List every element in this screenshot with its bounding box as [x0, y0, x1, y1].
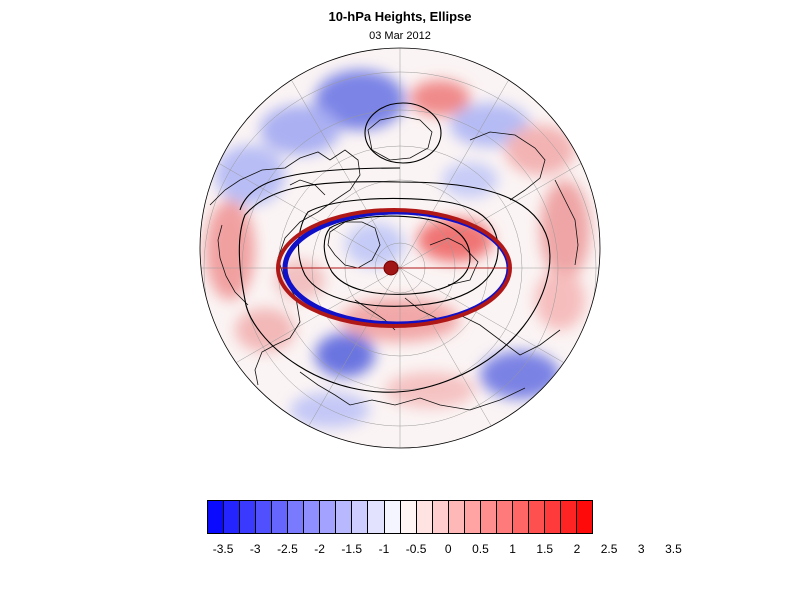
- colorbar-cell: [288, 501, 305, 533]
- colorbar-tick-label: -2: [314, 542, 325, 556]
- map-date: 03 Mar 2012: [369, 30, 431, 42]
- colorbar-cell: [256, 501, 273, 533]
- colorbar-tick-label: 3.5: [665, 542, 682, 556]
- ellipse-center-marker: [383, 260, 399, 276]
- colorbar-cell: [544, 501, 562, 533]
- colorbar-cell: [432, 501, 449, 533]
- colorbar-tick-label: -0.5: [405, 542, 427, 556]
- colorbar-tick-label: 1: [509, 542, 516, 556]
- colorbar-tick-label: 2.5: [600, 542, 618, 556]
- colorbar-cell: [304, 501, 321, 533]
- colorbar-cell: [528, 501, 545, 533]
- colorbar-cell: [416, 501, 433, 533]
- map-title: 10-hPa Heights, Ellipse: [328, 9, 472, 24]
- colorbar-cell: [272, 501, 289, 533]
- colorbar-tick-label: -1: [378, 542, 390, 556]
- colorbar-tick-label: 2: [573, 542, 581, 556]
- colorbar-tick-label: 1.5: [536, 542, 554, 556]
- colorbar-tick-label: 0: [444, 542, 452, 556]
- colorbar-cell: [336, 501, 353, 533]
- colorbar-cell: [448, 501, 465, 533]
- colorbar-cell: [464, 501, 481, 533]
- colorbar-tick-label: -3: [249, 542, 261, 556]
- colorbar-cell: [400, 501, 417, 533]
- colorbar-cell: [240, 501, 257, 533]
- colorbar-cell: [496, 501, 513, 533]
- colorbar-labels: -3.5 -3 -2.5 -2 -1.5 -1 -0.5 0 0.5 1 1.5 2 2.5 3 3.5: [0, 542, 800, 562]
- colorbar-cell: [208, 501, 225, 533]
- colorbar-cell: [561, 501, 578, 533]
- globe-border: [199, 47, 601, 449]
- colorbar-cell: [384, 501, 401, 533]
- height-contours: [238, 102, 551, 393]
- coastlines: [209, 115, 579, 411]
- colorbar-tick-label: 3: [637, 542, 645, 556]
- colorbar-tick-label: 0.5: [472, 542, 489, 556]
- colorbar-tick-label: -3.5: [212, 542, 234, 556]
- colorbar-tick-label: -1.5: [341, 542, 363, 556]
- polar-map: [199, 47, 601, 449]
- colorbar-cell: [577, 501, 593, 533]
- colorbar-cell: [320, 501, 337, 533]
- colorbar-cell: [480, 501, 497, 533]
- colorbar-cell: [352, 501, 369, 533]
- colorbar-cell: [512, 501, 529, 533]
- colorbar: [207, 500, 593, 534]
- colorbar-cell: [224, 501, 241, 533]
- colorbar-cell: [368, 501, 385, 533]
- colorbar-tick-label: -2.5: [277, 542, 298, 556]
